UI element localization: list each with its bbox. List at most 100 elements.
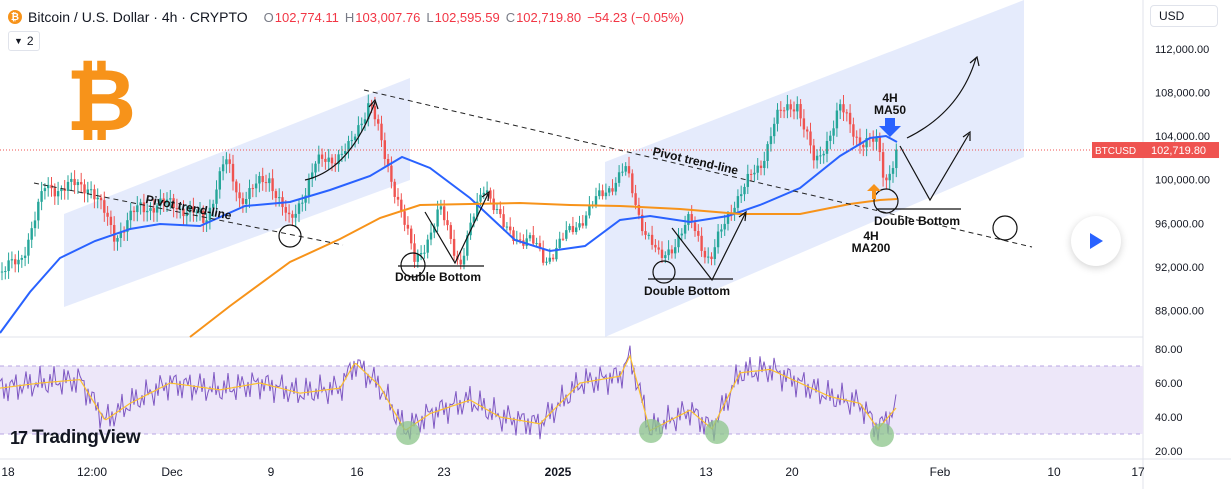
candle-body bbox=[888, 173, 891, 181]
candle-body bbox=[43, 188, 47, 192]
candle-body bbox=[614, 182, 617, 192]
candle-body bbox=[53, 188, 56, 197]
candle-body bbox=[248, 188, 251, 199]
candle-body bbox=[680, 233, 683, 236]
candle-body bbox=[779, 109, 782, 111]
candle-body bbox=[677, 235, 680, 248]
candle-body bbox=[462, 255, 466, 265]
candle-body bbox=[261, 176, 264, 183]
candle-body bbox=[637, 204, 641, 215]
candle-body bbox=[449, 225, 452, 239]
candle-body bbox=[825, 140, 829, 154]
candle-body bbox=[142, 202, 146, 213]
candle-body bbox=[749, 173, 753, 175]
candle-body bbox=[155, 205, 159, 213]
bitcoin-coin-icon: ₿ bbox=[8, 10, 22, 24]
candle-body bbox=[4, 271, 7, 273]
candle-body bbox=[330, 157, 334, 164]
candle-body bbox=[172, 198, 175, 209]
candle-body bbox=[221, 164, 225, 172]
candle-body bbox=[690, 214, 693, 223]
currency-button[interactable]: USD bbox=[1150, 5, 1218, 27]
time-tick-label: 12:00 bbox=[77, 465, 107, 479]
candle-body bbox=[377, 119, 380, 124]
candle-body bbox=[83, 184, 86, 194]
tradingview-wordmark: TradingView bbox=[32, 427, 141, 448]
candle-body bbox=[126, 220, 129, 232]
rising-channel-1 bbox=[64, 78, 410, 307]
replay-button[interactable] bbox=[1071, 216, 1121, 266]
candle-body bbox=[518, 239, 522, 241]
candle-body bbox=[301, 202, 304, 204]
candle-body bbox=[162, 198, 165, 203]
candle-body bbox=[278, 197, 281, 199]
low-value: 102,595.59 bbox=[434, 9, 500, 25]
pattern-circle-5 bbox=[992, 215, 1018, 241]
candle-body bbox=[113, 225, 116, 242]
candle-body bbox=[594, 196, 598, 205]
candle-body bbox=[390, 165, 393, 182]
candle-body bbox=[872, 138, 875, 142]
indicator-collapse-button[interactable]: ▼ 2 bbox=[8, 31, 40, 51]
candle-body bbox=[654, 244, 657, 248]
candle-body bbox=[667, 249, 670, 256]
tradingview-logo: 17 TradingView bbox=[10, 427, 141, 449]
chevron-down-icon: ▼ bbox=[14, 36, 23, 46]
candle-body bbox=[512, 230, 515, 241]
candle-body bbox=[806, 129, 809, 132]
candle-body bbox=[660, 249, 664, 258]
candle-body bbox=[241, 198, 245, 204]
candle-body bbox=[159, 198, 162, 206]
candle-body bbox=[650, 234, 654, 245]
candle-body bbox=[258, 176, 261, 184]
candle-body bbox=[297, 203, 301, 214]
symbol-title[interactable]: Bitcoin / U.S. Dollar · 4h · CRYPTO bbox=[28, 9, 248, 25]
candle-body bbox=[548, 257, 551, 262]
candle-body bbox=[865, 138, 868, 148]
time-tick-label: 18 bbox=[1, 465, 15, 479]
rsi-tick-label: 20.00 bbox=[1155, 446, 1183, 458]
candle-body bbox=[66, 181, 70, 191]
candle-body bbox=[466, 235, 469, 256]
candle-body bbox=[759, 165, 763, 168]
candle-body bbox=[641, 214, 644, 232]
candle-body bbox=[542, 248, 545, 263]
candle-body bbox=[895, 149, 898, 169]
candle-body bbox=[740, 194, 743, 197]
candle-body bbox=[436, 209, 439, 227]
candle-body bbox=[73, 178, 76, 186]
play-icon bbox=[1090, 233, 1103, 249]
candle-body bbox=[809, 131, 812, 146]
open-value: 102,774.11 bbox=[274, 9, 339, 25]
candle-body bbox=[584, 215, 588, 226]
candle-body bbox=[723, 223, 726, 230]
time-tick-label: 23 bbox=[437, 465, 451, 479]
candle-body bbox=[63, 188, 66, 191]
candle-body bbox=[839, 104, 842, 111]
price-tag-label: 102,719.80 bbox=[1151, 145, 1206, 157]
candle-body bbox=[334, 163, 337, 165]
candle-body bbox=[881, 152, 885, 178]
candle-body bbox=[558, 238, 561, 248]
candle-body bbox=[251, 188, 254, 190]
zigzag-projection bbox=[899, 133, 970, 202]
candle-body bbox=[598, 190, 601, 197]
rsi-oversold-marker-3 bbox=[705, 420, 729, 444]
candle-body bbox=[294, 213, 297, 218]
time-tick-label: 17 bbox=[1131, 465, 1145, 479]
candle-body bbox=[17, 259, 20, 265]
pattern-circle-1 bbox=[278, 224, 302, 248]
candle-body bbox=[766, 144, 769, 161]
candle-body bbox=[611, 188, 614, 192]
candle-body bbox=[165, 199, 169, 203]
candle-body bbox=[380, 123, 383, 141]
candle-body bbox=[561, 238, 565, 240]
candle-body bbox=[47, 184, 50, 189]
candle-body bbox=[446, 220, 449, 226]
candle-body bbox=[726, 213, 730, 224]
candle-body bbox=[264, 182, 268, 184]
candle-body bbox=[716, 231, 720, 248]
high-value: 103,007.76 bbox=[355, 9, 421, 25]
